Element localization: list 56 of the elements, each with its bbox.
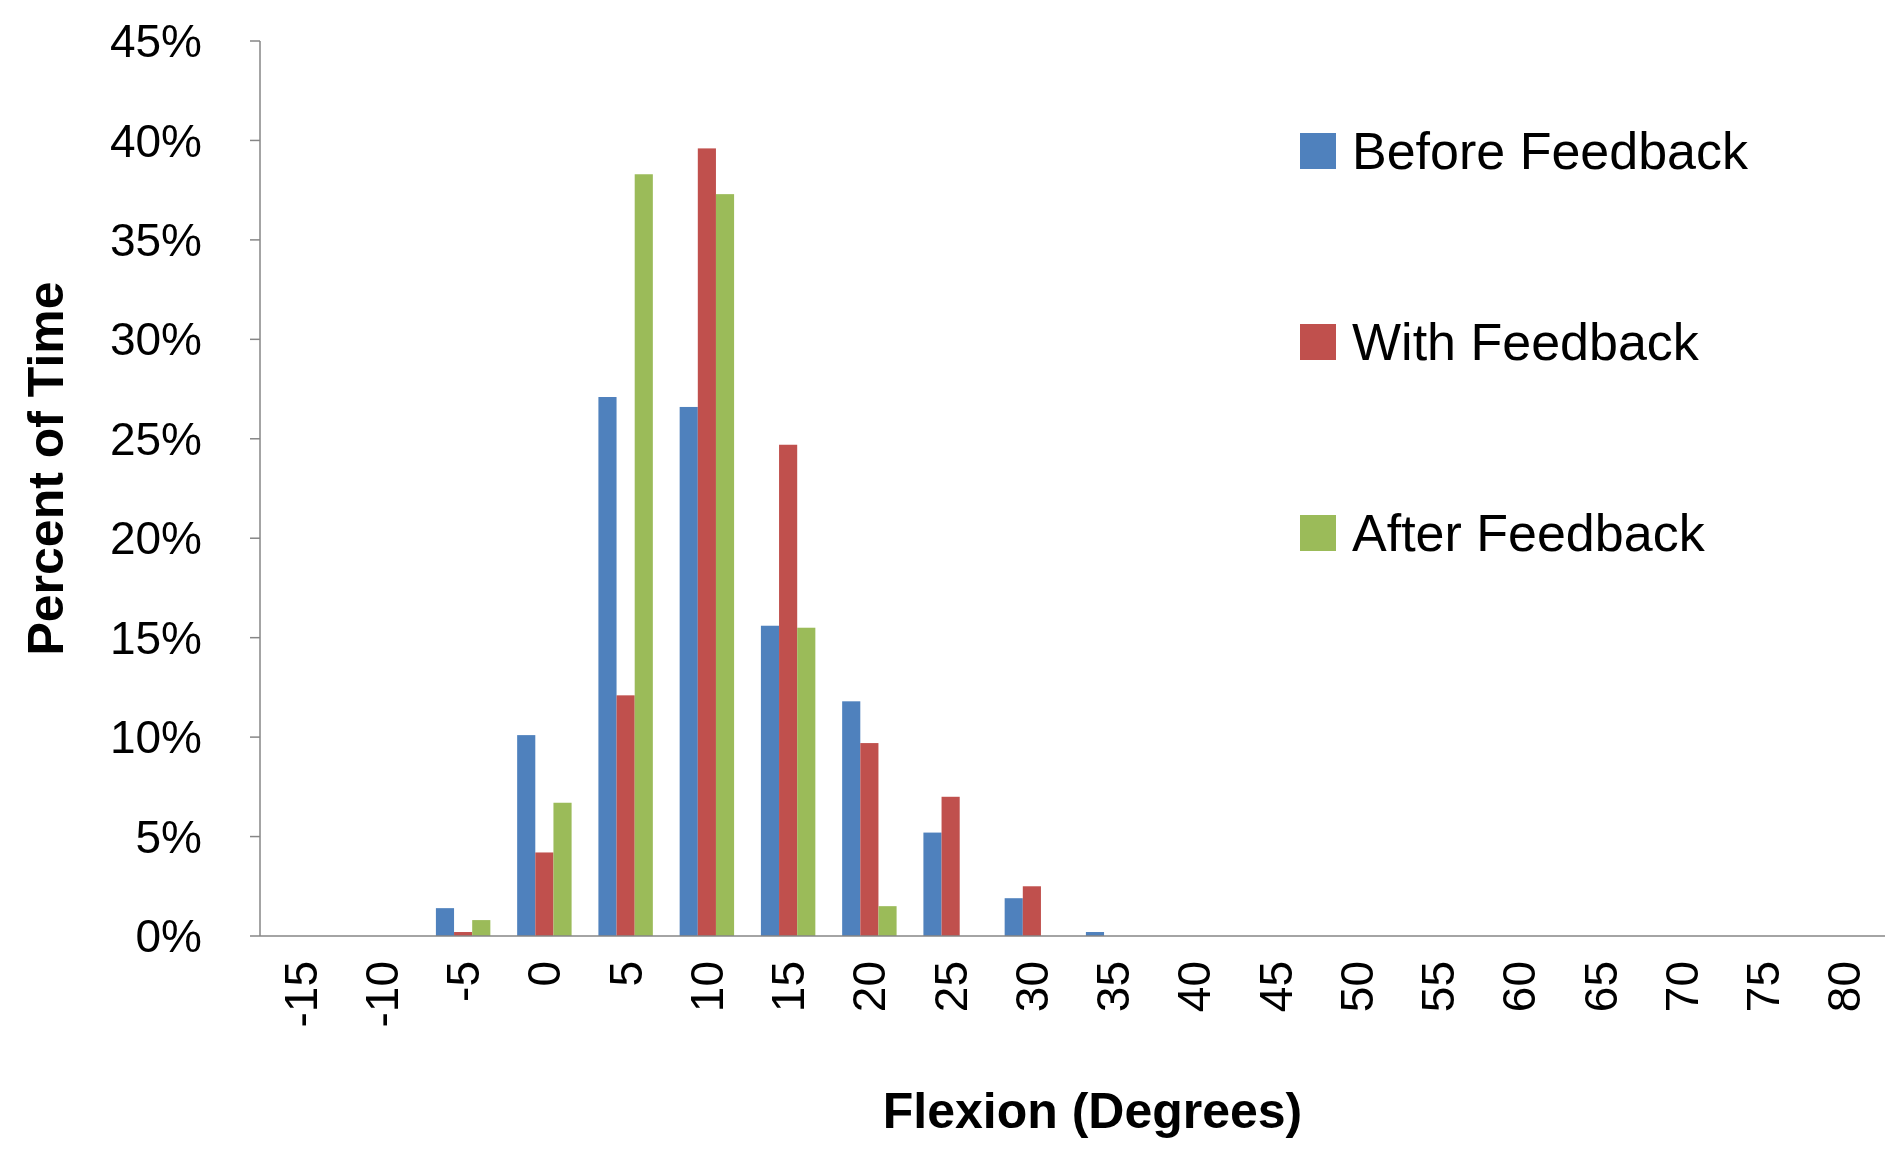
bar <box>941 796 960 936</box>
x-tick-label: 45 <box>1249 961 1302 1013</box>
x-axis-title: Flexion (Degrees) <box>882 1083 1303 1139</box>
y-tick-label: 0% <box>135 910 202 963</box>
x-tick-label: 60 <box>1493 961 1546 1013</box>
bar <box>535 852 554 936</box>
bar <box>797 627 816 936</box>
y-tick-label: 40% <box>109 114 202 167</box>
x-tick-label: 30 <box>1005 961 1058 1013</box>
bar <box>923 832 942 936</box>
x-tick-label: 35 <box>1087 961 1140 1013</box>
x-tick-label: 25 <box>924 961 977 1013</box>
bar <box>598 397 617 936</box>
bar <box>878 906 897 936</box>
x-tick-label: 10 <box>680 961 733 1013</box>
y-tick-label: 35% <box>109 213 202 266</box>
y-tick-label: 5% <box>135 810 202 863</box>
bar <box>679 406 698 936</box>
x-tick-label: -15 <box>274 961 327 1028</box>
x-tick-label: 15 <box>762 961 815 1013</box>
x-tick-label: 70 <box>1655 961 1708 1013</box>
bar <box>517 735 536 936</box>
y-axis-title: Percent of Time <box>18 281 74 656</box>
legend-label: After Feedback <box>1352 504 1706 563</box>
y-tick-label: 30% <box>109 313 202 366</box>
bar <box>472 920 491 936</box>
legend-label: With Feedback <box>1352 313 1700 372</box>
x-tick-label: 80 <box>1818 961 1871 1013</box>
bar <box>779 444 798 936</box>
bar <box>616 695 635 936</box>
x-tick-label: 55 <box>1412 961 1465 1013</box>
x-tick-label: 40 <box>1168 961 1221 1013</box>
x-tick-label: 5 <box>599 961 652 987</box>
bar <box>860 743 879 936</box>
legend-label: Before Feedback <box>1352 122 1750 181</box>
y-tick-label: 15% <box>109 611 202 664</box>
bar <box>842 701 861 936</box>
y-tick-label: 25% <box>109 412 202 465</box>
bar <box>715 194 735 936</box>
x-tick-label: 0 <box>518 961 571 987</box>
bar <box>435 908 455 936</box>
bar <box>697 148 716 936</box>
y-tick-label: 20% <box>109 512 202 565</box>
x-tick-label: 75 <box>1737 961 1790 1013</box>
x-tick-label: -5 <box>437 961 490 1002</box>
x-tick-label: 65 <box>1574 961 1627 1013</box>
bar <box>634 174 653 936</box>
x-tick-label: -10 <box>355 961 408 1028</box>
bar <box>1004 898 1023 936</box>
y-tick-label: 10% <box>109 711 202 764</box>
y-tick-label: 45% <box>109 15 202 68</box>
bar <box>553 802 572 936</box>
bar <box>1022 886 1041 936</box>
x-tick-label: 50 <box>1330 961 1383 1013</box>
bar <box>760 625 780 936</box>
x-tick-label: 20 <box>843 961 896 1013</box>
